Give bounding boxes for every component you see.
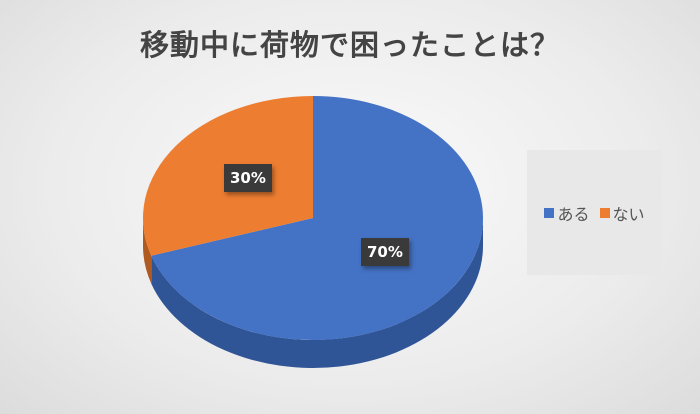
data-label-nai: 30% <box>224 164 272 192</box>
pie-slice-ある <box>151 96 484 340</box>
legend-item-nai: ない <box>599 201 645 225</box>
pie-side-1 <box>143 218 152 284</box>
legend-label: ない <box>612 204 645 224</box>
legend-swatch <box>599 207 610 218</box>
pie-side-0 <box>151 218 484 368</box>
legend: ある ない <box>527 150 662 275</box>
chart-title: 移動中に荷物で困ったことは？ <box>139 28 560 62</box>
data-label-aru: 70% <box>361 238 409 266</box>
legend-item-aru: ある <box>544 201 590 225</box>
legend-swatch <box>544 207 555 218</box>
legend-label: ある <box>557 204 590 224</box>
